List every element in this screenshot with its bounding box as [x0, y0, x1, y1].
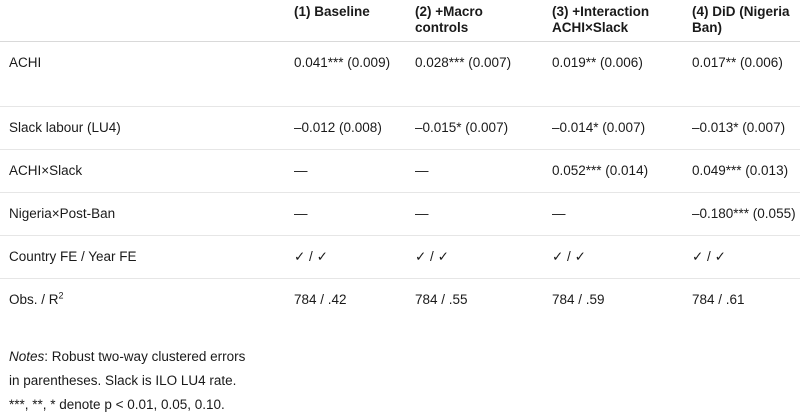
header-col-3: (3) +Interaction ACHI×Slack: [543, 0, 683, 42]
table-cell: 0.028*** (0.007): [406, 41, 543, 107]
table-cell: 784 / .42: [294, 292, 347, 307]
table-cell: —: [285, 149, 406, 193]
table-row: Slack labour (LU4) –0.012 (0.008) –0.015…: [0, 106, 800, 150]
regression-table: (1) Baseline (2) +Macro controls (3) +In…: [0, 0, 800, 322]
table-cell: ✓ / ✓: [683, 235, 800, 279]
row-label: Nigeria×Post-Ban: [0, 192, 285, 236]
table-cell: —: [406, 192, 543, 236]
row-label: ACHI×Slack: [0, 149, 285, 193]
table-cell: —: [406, 149, 543, 193]
table-cell: 784 / .55: [415, 292, 468, 307]
header-col-1: (1) Baseline: [285, 0, 406, 42]
header-row: (1) Baseline (2) +Macro controls (3) +In…: [0, 0, 800, 42]
table-cell: ✓ / ✓: [406, 235, 543, 279]
table-cell: 784 / .59: [552, 292, 605, 307]
table-cell: —: [285, 192, 406, 236]
table-row: Country FE / Year FE ✓ / ✓ ✓ / ✓ ✓ / ✓ ✓…: [0, 235, 800, 279]
table-cell: –0.014* (0.007): [543, 106, 683, 150]
table-cell: –0.012 (0.008): [285, 106, 406, 150]
table-cell: –0.015* (0.007): [406, 106, 543, 150]
header-col-4: (4) DiD (Nigeria Ban): [683, 0, 800, 42]
table-cell: 0.041*** (0.009): [285, 41, 406, 107]
notes-text-1: : Robust two-way clustered errors: [44, 349, 246, 364]
table-row: ACHI×Slack — — 0.052*** (0.014) 0.049***…: [0, 149, 800, 193]
table-row: Obs. / R2 784 / .42 784 / .55 784 / .59 …: [0, 279, 800, 322]
header-stub: [0, 0, 285, 42]
table-cell: 0.049*** (0.013): [683, 149, 800, 193]
notes-line-3: ***, **, * denote p < 0.01, 0.05, 0.10.: [9, 397, 225, 412]
table-cell: –0.180*** (0.055): [683, 192, 800, 236]
table-row: ACHI 0.041*** (0.009) 0.028*** (0.007) 0…: [0, 41, 800, 107]
notes-line-1: Notes: Robust two-way clustered errors: [9, 345, 279, 369]
notes-label: Notes: [9, 349, 45, 364]
row-label: Obs. / R2: [0, 279, 285, 322]
table-cell: 784 / .61: [692, 292, 745, 307]
table-cell: —: [543, 192, 683, 236]
table-cell: ✓ / ✓: [543, 235, 683, 279]
row-label-text: Obs. / R: [9, 292, 59, 307]
notes-line-2: in parentheses. Slack is ILO LU4 rate.: [9, 373, 237, 388]
table-cell: 0.019** (0.006): [543, 41, 683, 107]
superscript: 2: [58, 290, 64, 301]
row-label: Slack labour (LU4): [0, 106, 285, 150]
table-cell: 0.017** (0.006): [683, 41, 800, 107]
table-notes: Notes: Robust two-way clustered errors i…: [9, 345, 279, 417]
row-label: ACHI: [0, 41, 285, 107]
table-cell: –0.013* (0.007): [683, 106, 800, 150]
table-cell: 0.052*** (0.014): [543, 149, 683, 193]
header-col-2: (2) +Macro controls: [406, 0, 543, 42]
table-row: Nigeria×Post-Ban — — — –0.180*** (0.055): [0, 192, 800, 236]
table-cell: ✓ / ✓: [285, 235, 406, 279]
row-label: Country FE / Year FE: [0, 235, 285, 279]
